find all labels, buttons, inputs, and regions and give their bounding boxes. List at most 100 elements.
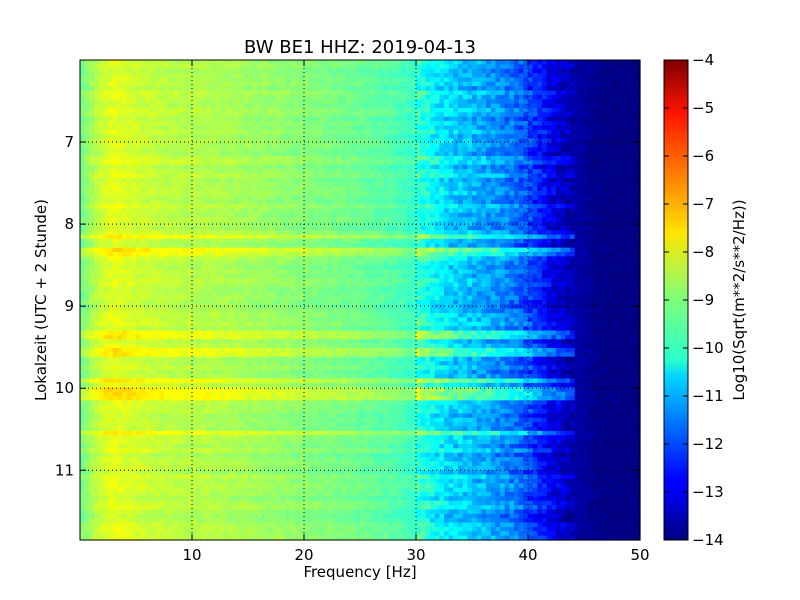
heatmap-cell bbox=[626, 190, 632, 196]
heatmap-cell bbox=[131, 94, 137, 100]
heatmap-cell bbox=[556, 99, 562, 105]
heatmap-cell bbox=[467, 60, 473, 65]
heatmap-cell bbox=[350, 204, 356, 209]
heatmap-cell bbox=[444, 129, 450, 135]
heatmap-cell bbox=[164, 156, 170, 161]
heatmap-cell bbox=[266, 125, 272, 131]
heatmap-cell bbox=[500, 60, 506, 65]
heatmap-cell bbox=[122, 217, 128, 223]
heatmap-cell bbox=[374, 134, 380, 140]
heatmap-cell bbox=[206, 125, 212, 131]
heatmap-cell bbox=[332, 164, 338, 170]
heatmap-cell bbox=[518, 121, 524, 127]
heatmap-cell bbox=[346, 73, 352, 79]
heatmap-cell bbox=[192, 234, 198, 240]
heatmap-cell bbox=[173, 64, 179, 70]
heatmap-cell bbox=[523, 108, 529, 113]
heatmap-cell bbox=[462, 160, 468, 166]
heatmap-cell bbox=[476, 156, 482, 161]
heatmap-cell bbox=[243, 103, 249, 109]
heatmap-cell bbox=[94, 90, 100, 96]
heatmap-cell bbox=[201, 90, 207, 96]
heatmap-cell bbox=[84, 73, 90, 79]
heatmap-cell bbox=[257, 217, 263, 223]
heatmap-cell bbox=[126, 64, 132, 70]
heatmap-cell bbox=[154, 60, 160, 65]
heatmap-cell bbox=[439, 116, 445, 122]
heatmap-cell bbox=[448, 112, 454, 118]
heatmap-cell bbox=[411, 190, 417, 196]
heatmap-cell bbox=[271, 177, 277, 183]
heatmap-cell bbox=[131, 121, 137, 127]
heatmap-cell bbox=[290, 68, 296, 74]
heatmap-cell bbox=[542, 225, 548, 231]
heatmap-cell bbox=[322, 182, 328, 188]
heatmap-cell bbox=[318, 186, 324, 192]
heatmap-cell bbox=[117, 186, 123, 192]
heatmap-cell bbox=[612, 121, 618, 127]
heatmap-cell bbox=[565, 199, 571, 205]
heatmap-cell bbox=[383, 164, 389, 170]
heatmap-cell bbox=[98, 212, 104, 218]
heatmap-cell bbox=[206, 173, 212, 179]
heatmap-cell bbox=[434, 221, 440, 227]
heatmap-cell bbox=[430, 73, 436, 79]
heatmap-cell bbox=[201, 147, 207, 153]
heatmap-cell bbox=[108, 204, 114, 209]
heatmap-cell bbox=[504, 173, 510, 179]
heatmap-cell bbox=[122, 108, 128, 113]
heatmap-cell bbox=[626, 212, 632, 218]
heatmap-cell bbox=[271, 173, 277, 179]
heatmap-cell bbox=[402, 121, 408, 127]
heatmap-cell bbox=[416, 121, 422, 127]
heatmap-cell bbox=[182, 164, 188, 170]
heatmap-cell bbox=[523, 68, 529, 74]
heatmap-cell bbox=[383, 238, 389, 244]
heatmap-cell bbox=[178, 68, 184, 74]
heatmap-cell bbox=[467, 199, 473, 205]
heatmap-cell bbox=[374, 142, 380, 148]
heatmap-cell bbox=[570, 99, 576, 105]
heatmap-cell bbox=[546, 182, 552, 188]
heatmap-cell bbox=[313, 173, 319, 179]
heatmap-cell bbox=[584, 112, 590, 118]
heatmap-cell bbox=[192, 99, 198, 105]
heatmap-cell bbox=[593, 116, 599, 122]
heatmap-cell bbox=[280, 138, 286, 144]
heatmap-cell bbox=[108, 103, 114, 109]
heatmap-cell bbox=[210, 164, 216, 170]
heatmap-cell bbox=[308, 68, 314, 74]
heatmap-cell bbox=[322, 151, 328, 157]
heatmap-cell bbox=[397, 138, 403, 144]
heatmap-cell bbox=[588, 204, 594, 209]
heatmap-cell bbox=[122, 134, 128, 140]
heatmap-cell bbox=[551, 81, 557, 87]
heatmap-cell bbox=[364, 160, 370, 166]
heatmap-cell bbox=[374, 199, 380, 205]
heatmap-cell bbox=[598, 190, 604, 196]
heatmap-cell bbox=[621, 147, 627, 153]
heatmap-cell bbox=[126, 81, 132, 87]
heatmap-cell bbox=[472, 129, 478, 135]
heatmap-cell bbox=[159, 234, 165, 240]
heatmap-cell bbox=[416, 173, 422, 179]
heatmap-cell bbox=[607, 221, 613, 227]
heatmap-cell bbox=[584, 138, 590, 144]
heatmap-cell bbox=[635, 81, 641, 87]
heatmap-cell bbox=[103, 156, 109, 161]
heatmap-cell bbox=[341, 186, 347, 192]
heatmap-cell bbox=[276, 90, 282, 96]
heatmap-cell bbox=[416, 77, 422, 83]
heatmap-cell bbox=[434, 204, 440, 209]
heatmap-cell bbox=[299, 208, 305, 214]
heatmap-cell bbox=[117, 77, 123, 83]
heatmap-cell bbox=[378, 177, 384, 183]
heatmap-cell bbox=[131, 234, 137, 240]
heatmap-cell bbox=[355, 173, 361, 179]
heatmap-cell bbox=[616, 103, 622, 109]
heatmap-cell bbox=[117, 64, 123, 70]
heatmap-cell bbox=[630, 173, 636, 179]
heatmap-cell bbox=[518, 99, 524, 105]
heatmap-cell bbox=[285, 99, 291, 105]
heatmap-cell bbox=[551, 225, 557, 231]
